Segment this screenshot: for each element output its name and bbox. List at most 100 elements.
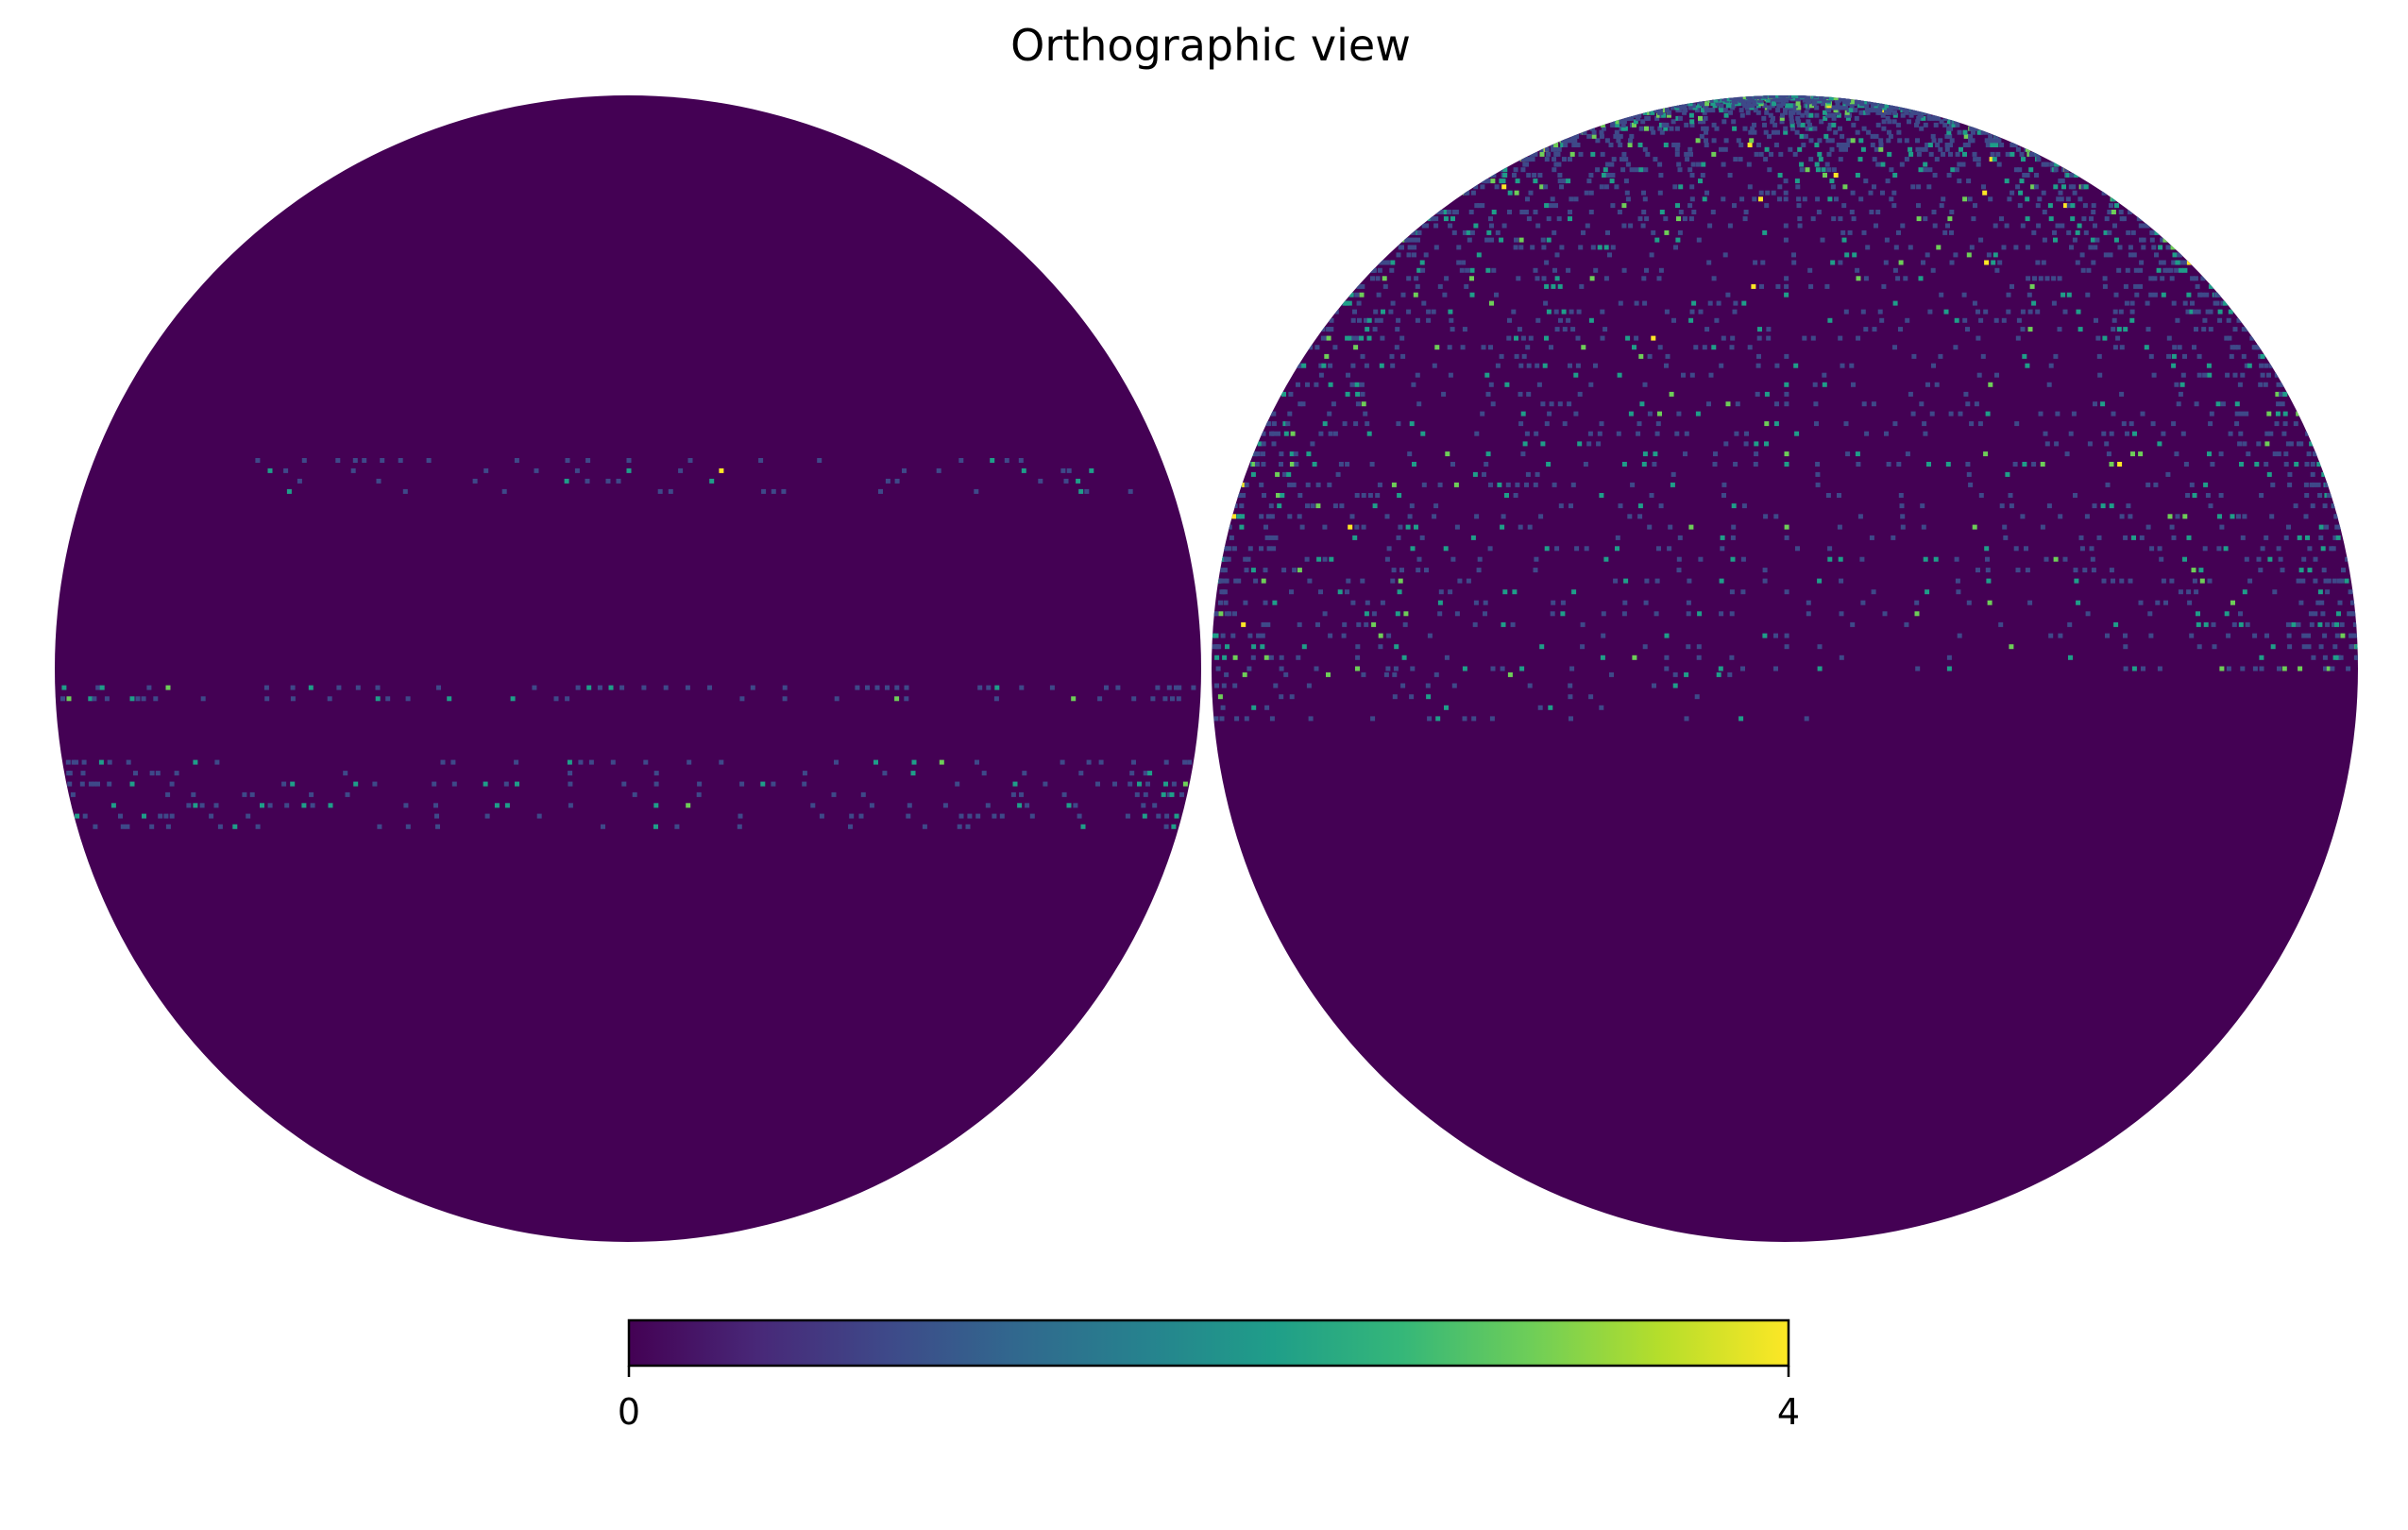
- map-pixel: [1528, 190, 1534, 196]
- map-pixel: [2055, 411, 2060, 416]
- map-pixel: [1533, 151, 1538, 157]
- map-pixel: [2150, 421, 2156, 427]
- map-pixel: [2032, 276, 2037, 281]
- map-pixel: [1599, 129, 1604, 135]
- map-pixel: [674, 824, 680, 829]
- map-pixel: [1301, 644, 1307, 650]
- map-pixel: [1831, 115, 1837, 121]
- map-pixel: [1826, 126, 1832, 131]
- map-pixel: [1462, 230, 1467, 235]
- map-pixel: [2320, 611, 2326, 617]
- map-pixel: [1600, 309, 1605, 314]
- map-pixel: [1641, 462, 1647, 467]
- map-pixel: [1784, 462, 1789, 467]
- map-pixel: [1722, 252, 1728, 258]
- map-pixel: [1169, 791, 1175, 797]
- map-pixel: [2089, 216, 2094, 222]
- map-pixel: [2028, 151, 2034, 157]
- map-pixel: [1489, 223, 1494, 229]
- map-pixel: [2256, 556, 2262, 562]
- map-pixel: [1871, 401, 1876, 407]
- map-pixel: [1521, 353, 1527, 359]
- map-pixel: [2234, 401, 2240, 407]
- map-pixel: [1310, 441, 1315, 447]
- map-pixel: [1700, 173, 1705, 178]
- map-pixel: [1654, 237, 1660, 243]
- map-pixel: [1551, 146, 1556, 152]
- map-pixel: [1541, 245, 1547, 250]
- map-pixel: [1322, 556, 1328, 562]
- map-pixel: [1227, 546, 1232, 552]
- map-pixel: [1719, 103, 1724, 109]
- map-pixel: [1297, 568, 1302, 573]
- map-pixel: [2111, 327, 2116, 332]
- map-pixel: [1741, 300, 1747, 306]
- map-pixel: [1464, 283, 1469, 289]
- map-pixel: [2130, 230, 2136, 235]
- map-pixel: [1544, 283, 1550, 289]
- map-pixel: [1561, 309, 1567, 314]
- map-pixel: [2112, 345, 2118, 350]
- map-pixel: [2339, 621, 2345, 627]
- map-pixel: [907, 803, 912, 808]
- map-pixel: [1375, 276, 1381, 281]
- map-pixel: [687, 458, 693, 463]
- map-pixel: [2118, 309, 2124, 314]
- map-pixel: [1386, 546, 1392, 552]
- map-pixel: [1957, 129, 1962, 135]
- map-pixel: [1615, 546, 1619, 552]
- map-pixel: [146, 685, 152, 690]
- map-pixel: [2044, 441, 2050, 447]
- map-pixel: [2232, 327, 2238, 332]
- map-pixel: [1489, 300, 1494, 306]
- map-pixel: [1370, 276, 1375, 281]
- map-pixel: [1738, 716, 1744, 722]
- map-pixel: [1263, 654, 1269, 660]
- map-pixel: [1803, 133, 1808, 139]
- map-pixel: [1970, 138, 1976, 144]
- map-pixel: [1534, 431, 1539, 436]
- map-pixel: [1351, 335, 1357, 341]
- map-pixel: [1515, 178, 1520, 184]
- map-pixel: [1465, 267, 1470, 273]
- map-pixel: [1385, 666, 1391, 672]
- map-pixel: [1676, 162, 1682, 167]
- map-pixel: [1918, 115, 1923, 121]
- map-pixel: [1293, 451, 1298, 457]
- map-pixel: [2186, 292, 2192, 298]
- map-pixel: [1256, 633, 1262, 638]
- map-pixel: [1308, 716, 1314, 722]
- map-pixel: [1561, 178, 1567, 184]
- map-pixel: [2036, 157, 2042, 162]
- map-pixel: [2247, 363, 2252, 368]
- map-pixel: [2169, 524, 2175, 530]
- map-pixel: [2266, 372, 2271, 378]
- map-pixel: [1063, 478, 1069, 484]
- map-pixel: [1241, 493, 1246, 498]
- map-pixel: [1712, 462, 1718, 467]
- map-pixel: [1794, 431, 1800, 436]
- map-pixel: [1222, 654, 1228, 660]
- map-pixel: [1553, 146, 1559, 152]
- map-pixel: [1864, 108, 1870, 113]
- map-pixel: [1163, 781, 1168, 787]
- map-pixel: [1563, 138, 1569, 144]
- map-pixel: [1628, 138, 1633, 144]
- map-pixel: [1758, 190, 1764, 196]
- map-pixel: [2252, 666, 2258, 672]
- map-pixel: [1306, 683, 1312, 688]
- map-pixel: [2112, 223, 2117, 229]
- map-pixel: [263, 685, 269, 690]
- map-pixel: [1501, 178, 1506, 184]
- map-pixel: [1806, 97, 1812, 103]
- map-pixel: [1232, 654, 1238, 660]
- map-pixel: [1406, 309, 1412, 314]
- map-pixel: [1179, 791, 1184, 797]
- map-pixel: [2085, 611, 2091, 617]
- map-pixel: [1437, 482, 1443, 487]
- map-pixel: [1524, 482, 1529, 487]
- map-pixel: [1643, 167, 1649, 173]
- map-pixel: [1409, 421, 1415, 427]
- map-pixel: [1944, 146, 1950, 152]
- map-pixel: [2280, 568, 2285, 573]
